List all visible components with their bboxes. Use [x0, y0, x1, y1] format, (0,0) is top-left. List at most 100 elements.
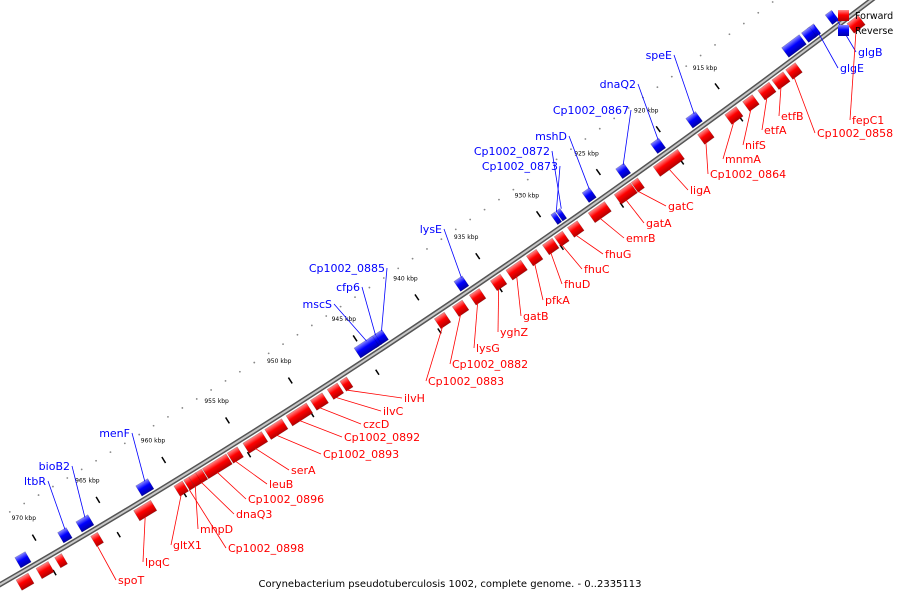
tick-mark	[95, 496, 101, 504]
scale-dot	[296, 333, 299, 336]
scale-dot	[469, 218, 472, 221]
scale-dot	[411, 257, 414, 260]
gene-cp1002-0872	[555, 208, 568, 222]
lpqc-leader	[142, 516, 146, 563]
tick-mark	[535, 210, 542, 218]
legend: Forward Reverse	[838, 10, 893, 37]
gene-etfb-body	[771, 71, 791, 91]
scale-dot	[498, 198, 500, 201]
scale-dot	[325, 315, 328, 317]
gene-label-fhug: fhuG	[605, 248, 631, 261]
scale-dot	[253, 361, 256, 364]
scale-dot	[426, 248, 428, 250]
gene-spee-body	[685, 111, 703, 129]
gene-etfa	[757, 81, 777, 101]
czcd-leader	[319, 407, 362, 425]
tick-mark	[414, 294, 420, 301]
gene-label-cp1002-0882: Cp1002_0882	[452, 358, 528, 371]
gene-emrb-body	[587, 201, 612, 224]
scale-dot	[339, 305, 342, 308]
scale-dot	[598, 127, 601, 130]
gene-cp1002-0873-body	[550, 211, 563, 225]
inner-tick-mark	[116, 531, 121, 538]
gene-label-menf: menF	[99, 427, 130, 440]
scale-dot	[224, 379, 227, 382]
gene-fragment-body	[35, 561, 55, 580]
gene-label-mnma: mnmA	[725, 153, 761, 166]
gene-ltbr	[57, 527, 73, 544]
gene-ilvh-body	[339, 376, 354, 392]
gene-fragment	[14, 551, 32, 569]
scale-dot	[152, 424, 155, 427]
scale-dot	[195, 398, 198, 400]
legend-forward-swatch	[838, 10, 849, 21]
gene-label-ilvc: ilvC	[383, 405, 404, 418]
gene-label-fhuc: fhuC	[584, 263, 610, 276]
gene-label-gltx1: gltX1	[173, 539, 202, 552]
ltbr-leader	[47, 480, 66, 530]
pfka-leader	[534, 263, 544, 301]
tick-label: 920 kbp	[634, 108, 659, 115]
scale-dot	[512, 188, 515, 191]
mshd-leader	[568, 135, 590, 190]
mnma-leader	[722, 121, 735, 160]
gene-fragment	[15, 572, 35, 591]
scale-dot	[742, 22, 745, 25]
gene-lysg	[468, 288, 487, 306]
gene-ilvc	[326, 382, 345, 400]
inner-tick-mark	[246, 451, 252, 458]
gene-czcd	[309, 392, 329, 411]
gene-fhug	[567, 220, 585, 238]
gene-ltbr-body	[57, 527, 73, 544]
gene-fragment	[781, 34, 807, 58]
gene-cp1002-0898-body	[183, 476, 196, 491]
gene-sera-body	[242, 431, 269, 454]
scale-dot	[52, 485, 54, 488]
gene-cp1002-0892-body	[285, 402, 314, 427]
gene-fragment-body	[54, 553, 68, 569]
inner-tick-mark	[375, 369, 380, 376]
scale-dot	[454, 228, 457, 231]
feature-track	[14, 9, 866, 591]
gene-fhud	[542, 237, 560, 256]
tick-mark	[595, 168, 602, 176]
gene-gatc	[630, 177, 645, 193]
lysg-leader	[473, 302, 479, 349]
scale-dot	[123, 442, 126, 445]
legend-reverse-swatch	[838, 25, 849, 36]
gene-mhpd-body	[188, 472, 203, 488]
gene-cp1002-0883-body	[433, 311, 452, 330]
gene-leub	[226, 446, 244, 464]
gene-cp1002-0892	[285, 402, 314, 427]
cp1002-0867-leader	[622, 109, 632, 166]
gene-mhpd	[188, 472, 203, 488]
scale-dot	[570, 148, 572, 151]
gene-lyse	[453, 275, 470, 292]
fhud-leader	[550, 252, 563, 285]
legend-forward-label: Forward	[855, 11, 893, 22]
leub-leader	[235, 460, 268, 485]
gene-label-mscs: mscS	[303, 298, 332, 311]
tick-mark	[475, 252, 481, 260]
scale-dot	[368, 286, 371, 289]
gene-menf	[135, 478, 155, 497]
scale-dots	[8, 1, 774, 513]
tick-label: 915 kbp	[693, 65, 718, 72]
scale-dot	[627, 107, 630, 109]
scale-dot	[685, 65, 688, 68]
gene-label-spee: speE	[646, 49, 672, 62]
cp1002-0893-leader	[276, 434, 322, 455]
gene-mscs	[353, 335, 380, 359]
gene-mshd-body	[581, 187, 597, 203]
fhuc-leader	[561, 244, 583, 270]
gene-leub-body	[226, 446, 244, 464]
gene-label-cfp6: cfp6	[336, 281, 360, 294]
gene-cp1002-0893	[264, 418, 289, 440]
scale-dot	[670, 75, 673, 78]
fhug-leader	[575, 234, 604, 255]
gene-label-gatc: gatC	[668, 200, 694, 213]
gene-label-gata: gatA	[646, 217, 672, 230]
gene-label-emrb: emrB	[626, 232, 656, 245]
gene-spot	[90, 531, 104, 547]
